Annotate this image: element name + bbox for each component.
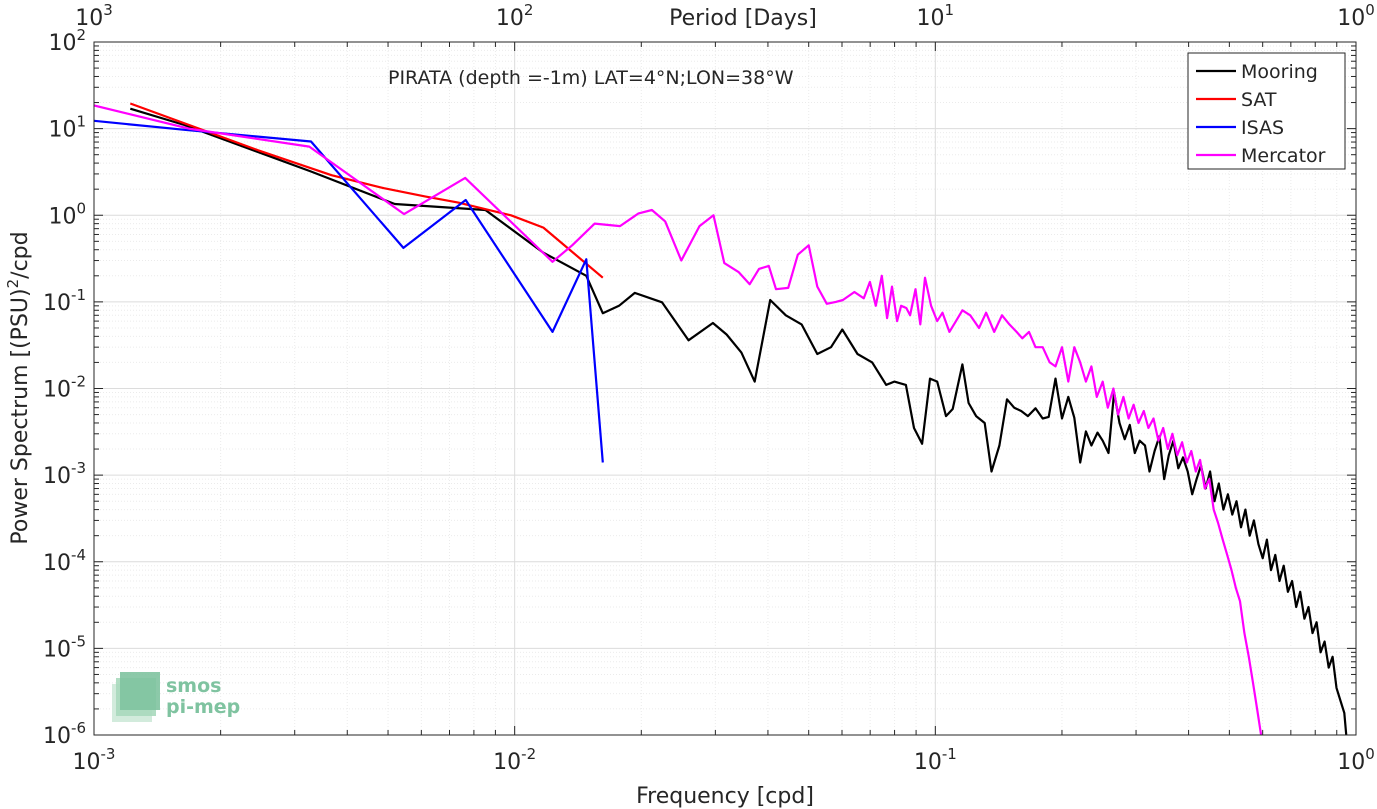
x-tick-label-exponent: -1 — [942, 745, 957, 763]
legend-box — [1187, 52, 1346, 170]
x-tick-label-base: 10 — [914, 750, 942, 775]
y-tick-label: 101 — [48, 113, 86, 143]
x-tick-label-exponent: -3 — [101, 745, 116, 763]
x-tick-label-base: 10 — [493, 750, 521, 775]
y-axis-title-main: Power Spectrum [(PSU) — [8, 288, 33, 544]
axis-ticks — [93, 41, 1357, 736]
top-tick-label-exponent: 3 — [103, 1, 113, 19]
series-layer — [94, 102, 1348, 735]
y-tick-label: 10-4 — [43, 546, 86, 576]
x-tick-label-base: 10 — [1337, 750, 1365, 775]
top-tick-label: 102 — [496, 1, 534, 31]
x-tick-label: 10-3 — [73, 745, 116, 775]
y-tick-label-exponent: -2 — [71, 373, 86, 391]
top-axis-title: Period [Days] — [669, 6, 817, 31]
top-tick-labels: 103 102 101 100 — [75, 1, 1375, 31]
smos-pi-mep-logo: smos pi-mep — [112, 672, 240, 722]
top-tick-label: 103 — [75, 1, 113, 31]
x-tick-label: 10-1 — [914, 745, 957, 775]
legend-label-sat: SAT — [1241, 89, 1277, 111]
y-axis-title-superscript: 2 — [4, 279, 22, 289]
top-tick-label-exponent: 2 — [524, 1, 534, 19]
x-tick-label-exponent: 0 — [1365, 745, 1375, 763]
y-tick-label-base: 10 — [43, 464, 71, 489]
y-tick-label-base: 10 — [43, 637, 71, 662]
y-tick-label-exponent: -5 — [71, 632, 86, 650]
y-tick-label-exponent: -1 — [71, 286, 86, 304]
y-tick-label: 10-3 — [43, 459, 86, 489]
plot-annotation: PIRATA (depth =-1m) LAT=4°N;LON=38°W — [388, 67, 794, 89]
y-tick-label-base: 10 — [43, 724, 71, 749]
series-line-mercator — [94, 104, 1263, 735]
x-tick-labels: 10-3 10-2 10-1 100 — [73, 745, 1375, 775]
y-tick-label-base: 10 — [43, 291, 71, 316]
y-axis-title-suffix: /cpd — [8, 231, 33, 278]
top-tick-label-base: 10 — [75, 6, 103, 31]
y-tick-label-exponent: 0 — [76, 199, 86, 217]
y-tick-label-exponent: -4 — [71, 546, 86, 564]
y-tick-label-base: 10 — [48, 204, 76, 229]
top-tick-label: 101 — [917, 1, 955, 31]
y-tick-label-base: 10 — [48, 31, 76, 56]
x-tick-label-exponent: -2 — [521, 745, 536, 763]
top-tick-label-exponent: 1 — [945, 1, 955, 19]
y-tick-label: 102 — [48, 26, 86, 56]
series-line-mooring — [129, 107, 1348, 735]
top-tick-label-base: 10 — [917, 6, 945, 31]
y-tick-label-base: 10 — [43, 551, 71, 576]
x-tick-label: 10-2 — [493, 745, 536, 775]
x-axis-title: Frequency [cpd] — [636, 784, 814, 809]
y-tick-label-base: 10 — [43, 378, 71, 403]
y-tick-label-exponent: 2 — [76, 26, 86, 44]
logo-text-line2: pi-mep — [166, 696, 240, 718]
y-tick-label: 10-5 — [43, 632, 86, 662]
top-tick-label-base: 10 — [1337, 6, 1365, 31]
y-tick-label-exponent: -3 — [71, 459, 86, 477]
y-tick-label: 100 — [48, 199, 86, 229]
y-tick-label-base: 10 — [48, 118, 76, 143]
y-tick-label: 10-6 — [43, 719, 86, 749]
minor-grid — [94, 42, 1356, 735]
y-axis-title: Power Spectrum [(PSU)2/cpd — [4, 231, 33, 544]
legend: Mooring SAT ISAS Mercator — [1187, 52, 1346, 170]
legend-label-isas: ISAS — [1241, 117, 1284, 139]
logo-text-line1: smos — [166, 675, 221, 697]
y-tick-label-exponent: -6 — [71, 719, 86, 737]
y-tick-label: 10-2 — [43, 373, 86, 403]
top-tick-label-base: 10 — [496, 6, 524, 31]
legend-label-mercator: Mercator — [1241, 145, 1326, 167]
logo-layer-3 — [120, 672, 160, 710]
top-tick-label-exponent: 0 — [1365, 1, 1375, 19]
x-tick-label: 100 — [1337, 745, 1375, 775]
x-tick-label-base: 10 — [73, 750, 101, 775]
series-line-sat — [129, 102, 604, 279]
y-tick-label-exponent: 1 — [76, 113, 86, 131]
y-tick-label: 10-1 — [43, 286, 86, 316]
legend-label-mooring: Mooring — [1241, 61, 1318, 83]
top-tick-label: 100 — [1337, 1, 1375, 31]
